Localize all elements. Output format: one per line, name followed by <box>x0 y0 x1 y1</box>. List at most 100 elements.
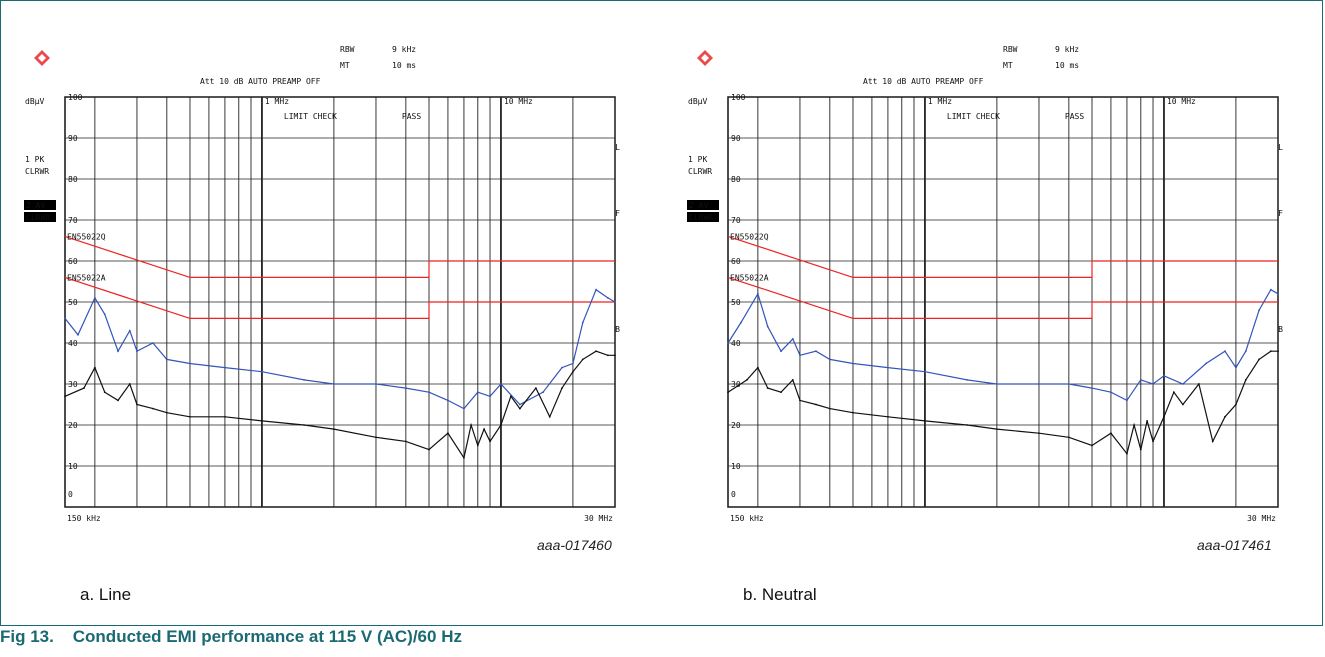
y-tick-label: 60 <box>68 257 78 266</box>
trace-average-point <box>606 354 609 357</box>
trace-average-point <box>83 387 85 389</box>
emi-chart-line: RBW 9 kHz MT 10 ms Att 10 dB AUTO PREAMP OFF… <box>24 45 620 523</box>
trace-peak-point <box>887 366 889 369</box>
y-tick-label: 80 <box>731 175 741 184</box>
image-id-neutral: aaa-017461 <box>1197 537 1272 553</box>
x-label-end: 30 MHz <box>1247 514 1276 523</box>
trace-average-point <box>404 440 407 443</box>
trace-average-point <box>189 415 191 418</box>
trace-peak-point <box>1152 383 1154 385</box>
trace-average-point <box>1211 440 1214 443</box>
x-label-10mhz: 10 MHz <box>504 97 533 106</box>
x-label-1mhz: 1 MHz <box>265 97 289 106</box>
trace-average-point <box>1181 403 1184 406</box>
x-label-start: 150 kHz <box>67 514 101 523</box>
trace-peak-point <box>332 383 335 385</box>
trace-average-point <box>572 370 574 373</box>
trace-peak-point <box>924 370 926 373</box>
trace-average-point <box>1139 448 1142 451</box>
trace-peak-point <box>1277 292 1279 295</box>
trace-peak-point <box>815 350 817 353</box>
trace-average-point <box>332 428 335 430</box>
trace-average-point <box>476 444 479 447</box>
trace1-mode: CLRWR <box>688 167 712 176</box>
trace-average-point <box>1235 403 1237 406</box>
trace-peak-point <box>1235 366 1237 369</box>
trace-peak-point <box>489 395 491 398</box>
trace-peak-point <box>447 399 449 402</box>
trace-average-point <box>614 354 616 357</box>
trace-average-point <box>780 391 782 394</box>
trace-peak-point <box>404 387 407 389</box>
trace-average <box>727 350 1278 456</box>
y-tick-label: 100 <box>68 93 83 102</box>
y-tick-label: 30 <box>68 380 78 389</box>
trace-peak-point <box>791 338 794 340</box>
trace-peak-point <box>261 370 263 373</box>
trace-average-point <box>1258 358 1260 361</box>
trace-peak-point <box>1038 383 1040 385</box>
trace-average-point <box>428 448 430 451</box>
trace-average-point <box>93 366 96 369</box>
trace-average-point <box>1110 432 1112 435</box>
trace-peak-point <box>995 383 998 385</box>
trace-peak-point <box>117 350 119 353</box>
trace-peak-point <box>64 317 66 320</box>
trace-peak-point <box>1258 309 1260 312</box>
y-tick-label: 80 <box>68 175 78 184</box>
trace-peak-point <box>799 354 801 357</box>
trace1-label: 1 PK <box>688 155 707 164</box>
y-tick-label: 70 <box>68 216 78 225</box>
trace-average-point <box>561 387 563 389</box>
y-tick-label: 70 <box>731 216 741 225</box>
trace-peak-point <box>1126 399 1128 402</box>
limit-line-av <box>64 276 615 319</box>
y-tick-label: 20 <box>731 421 741 430</box>
limit-check-label: LIMIT CHECK <box>284 112 337 121</box>
trace-average-point <box>117 399 119 402</box>
trace-peak-point <box>1163 374 1165 377</box>
trace-average-point <box>995 428 998 430</box>
caption-number: Fig 13. <box>0 627 54 646</box>
trace-average-point <box>581 358 584 361</box>
y-tick-label: 60 <box>731 257 741 266</box>
trace-peak-point <box>572 362 574 365</box>
y-tick-label: 50 <box>68 298 78 307</box>
unit-label: dBµV <box>688 97 707 106</box>
trace-average-point <box>470 424 472 426</box>
trace-average-point <box>463 456 465 459</box>
trace-average-point <box>261 420 263 422</box>
trace-average-point <box>1152 440 1154 443</box>
rohde-schwarz-logo-icon <box>34 50 50 66</box>
trace-peak-point <box>476 391 479 394</box>
rbw-value: 9 kHz <box>1055 45 1079 54</box>
trace-peak-point <box>966 379 968 381</box>
trace1-mode: CLRWR <box>25 167 49 176</box>
trace-average-point <box>799 399 801 402</box>
trace-average-point <box>1067 436 1070 439</box>
y-tick-label: 90 <box>731 134 741 143</box>
caption-text: Conducted EMI performance at 115 V (AC)/… <box>72 627 462 646</box>
trace-peak-point <box>727 342 729 344</box>
logo-inner <box>701 54 709 62</box>
limit-label-av: EN55022A <box>67 273 106 282</box>
y-tick-label: 100 <box>731 93 746 102</box>
trace-average-point <box>128 383 131 385</box>
trace-peak-point <box>189 362 191 365</box>
trace-average-point <box>509 395 512 398</box>
trace-average-point <box>136 403 138 406</box>
trace-peak-point <box>1269 288 1272 291</box>
trace-peak-point <box>740 321 742 324</box>
y-tick-label: 0 <box>68 490 73 499</box>
y-tick-label: 40 <box>68 339 78 348</box>
trace-average-point <box>1038 432 1040 435</box>
trace-average-point <box>815 403 817 406</box>
trace-peak-point <box>500 383 502 385</box>
rbw-label: RBW <box>1003 45 1018 54</box>
trace-peak-point <box>463 407 465 410</box>
trace-peak-point <box>1181 383 1184 385</box>
trace-average-point <box>746 379 748 381</box>
trace-average-point <box>500 424 502 426</box>
trace-average-point <box>1133 424 1135 426</box>
trace-peak-point <box>136 350 138 353</box>
